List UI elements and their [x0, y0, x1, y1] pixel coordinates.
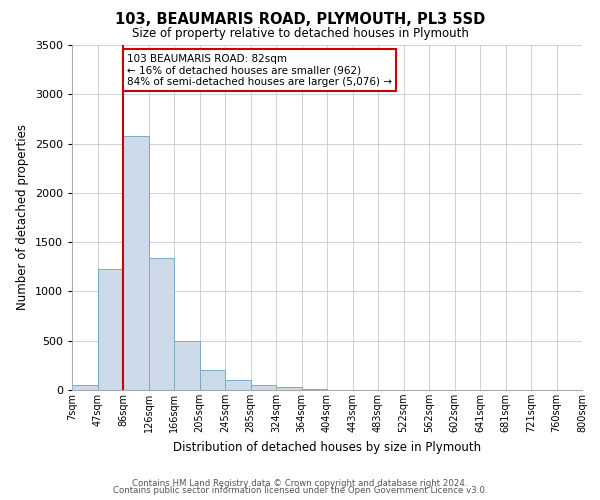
Y-axis label: Number of detached properties: Number of detached properties: [16, 124, 29, 310]
Text: 103, BEAUMARIS ROAD, PLYMOUTH, PL3 5SD: 103, BEAUMARIS ROAD, PLYMOUTH, PL3 5SD: [115, 12, 485, 28]
Bar: [72, 385, 97, 390]
Text: 103 BEAUMARIS ROAD: 82sqm
← 16% of detached houses are smaller (962)
84% of semi: 103 BEAUMARIS ROAD: 82sqm ← 16% of detac…: [127, 54, 392, 87]
Text: Size of property relative to detached houses in Plymouth: Size of property relative to detached ho…: [131, 28, 469, 40]
X-axis label: Distribution of detached houses by size in Plymouth: Distribution of detached houses by size …: [173, 440, 481, 454]
Bar: [199, 370, 225, 390]
Bar: [276, 387, 302, 390]
Text: Contains HM Land Registry data © Crown copyright and database right 2024.: Contains HM Land Registry data © Crown c…: [132, 478, 468, 488]
Bar: [97, 269, 123, 390]
Bar: [123, 136, 149, 390]
Bar: [149, 258, 174, 390]
Text: Contains public sector information licensed under the Open Government Licence v3: Contains public sector information licen…: [113, 486, 487, 495]
Bar: [225, 380, 251, 390]
Bar: [174, 340, 199, 390]
Bar: [251, 385, 276, 390]
Bar: [302, 389, 327, 390]
